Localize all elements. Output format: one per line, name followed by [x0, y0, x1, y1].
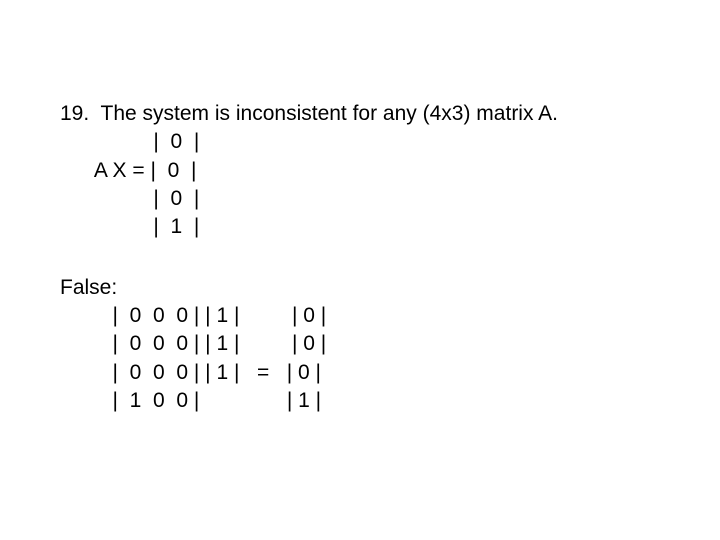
problem-text: The system is inconsistent for any (4x3)…: [101, 102, 559, 125]
answer-block: False: | 0 0 0 | | 1 | | 0 | | 0 0 0 | |…: [60, 274, 558, 416]
matrix-row-1: | 0 0 0 | | 1 | | 0 |: [60, 330, 558, 358]
problem-number: 19.: [60, 102, 89, 125]
vector-row-0: | 0 |: [60, 128, 558, 156]
matrix-row-3: | 1 0 0 | | 1 |: [60, 387, 558, 415]
matrix-row-0: | 0 0 0 | | 1 | | 0 |: [60, 302, 558, 330]
problem-block: 19. The system is inconsistent for any (…: [60, 100, 558, 242]
vector-row-3: | 1 |: [60, 213, 558, 241]
answer-label: False:: [60, 274, 558, 302]
matrix-row-2: | 0 0 0 | | 1 | = | 0 |: [60, 359, 558, 387]
document-body: 19. The system is inconsistent for any (…: [60, 100, 558, 425]
vector-row-2: | 0 |: [60, 185, 558, 213]
problem-statement: 19. The system is inconsistent for any (…: [60, 100, 558, 128]
vector-row-1: A X = | 0 |: [60, 157, 558, 185]
